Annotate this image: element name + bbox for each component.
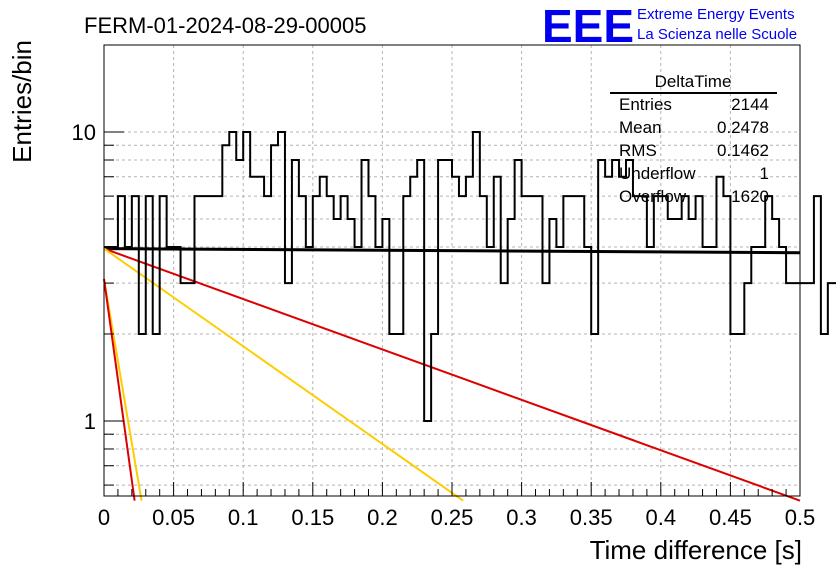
x-tick-label: 0.2 [367,505,398,530]
stats-value-mean: 0.2478 [717,118,769,137]
grid [104,44,800,496]
run-title: FERM-01-2024-08-29-00005 [84,13,367,38]
y-tick-labels: 1 10 [72,120,96,434]
histogram-outline [104,130,836,422]
stats-label-rms: RMS [619,141,657,160]
x-axis-title: Time difference [s] [590,535,802,565]
fit-curves [103,247,801,502]
stats-value-overflow: 1620 [731,187,769,206]
fit-line [103,247,801,502]
stats-title: DeltaTime [655,72,732,91]
x-tick-label: 0 [98,505,110,530]
x-tick-label: 0.3 [506,505,537,530]
x-tick-label: 0.35 [570,505,613,530]
y-tick-label: 10 [72,120,96,145]
axis-ticks [103,44,801,496]
stats-box: DeltaTime Entries 2144 Mean 0.2478 RMS 0… [610,72,777,206]
stats-label-entries: Entries [619,95,672,114]
stats-label-mean: Mean [619,118,662,137]
stats-value-rms: 0.1462 [717,141,769,160]
stats-value-underflow: 1 [760,164,769,183]
histogram [104,130,836,422]
x-tick-labels: 0 0.05 0.1 0.15 0.2 0.25 0.3 0.35 0.4 0.45 0.5 [98,505,815,530]
logo-subtitle-1: Extreme Energy Events [637,6,795,23]
x-tick-label: 0.1 [228,505,259,530]
x-tick-label: 0.25 [431,505,474,530]
y-tick-label: 1 [84,409,96,434]
eee-logo: EEE [542,0,634,52]
x-tick-label: 0.45 [709,505,752,530]
x-tick-label: 0.05 [152,505,195,530]
fit-line [103,278,143,501]
stats-label-overflow: Overflow [619,187,687,206]
fit-line [103,247,464,502]
x-tick-label: 0.4 [646,505,677,530]
logo-subtitle-2: La Scienza nelle Scuole [637,26,797,43]
fit-line [103,278,136,501]
stats-label-underflow: Underflow [619,164,696,183]
x-tick-label: 0.5 [785,505,816,530]
fit-line [103,247,801,255]
y-axis-title: Entries/bin [7,40,37,163]
x-tick-label: 0.15 [291,505,334,530]
stats-value-entries: 2144 [731,95,769,114]
